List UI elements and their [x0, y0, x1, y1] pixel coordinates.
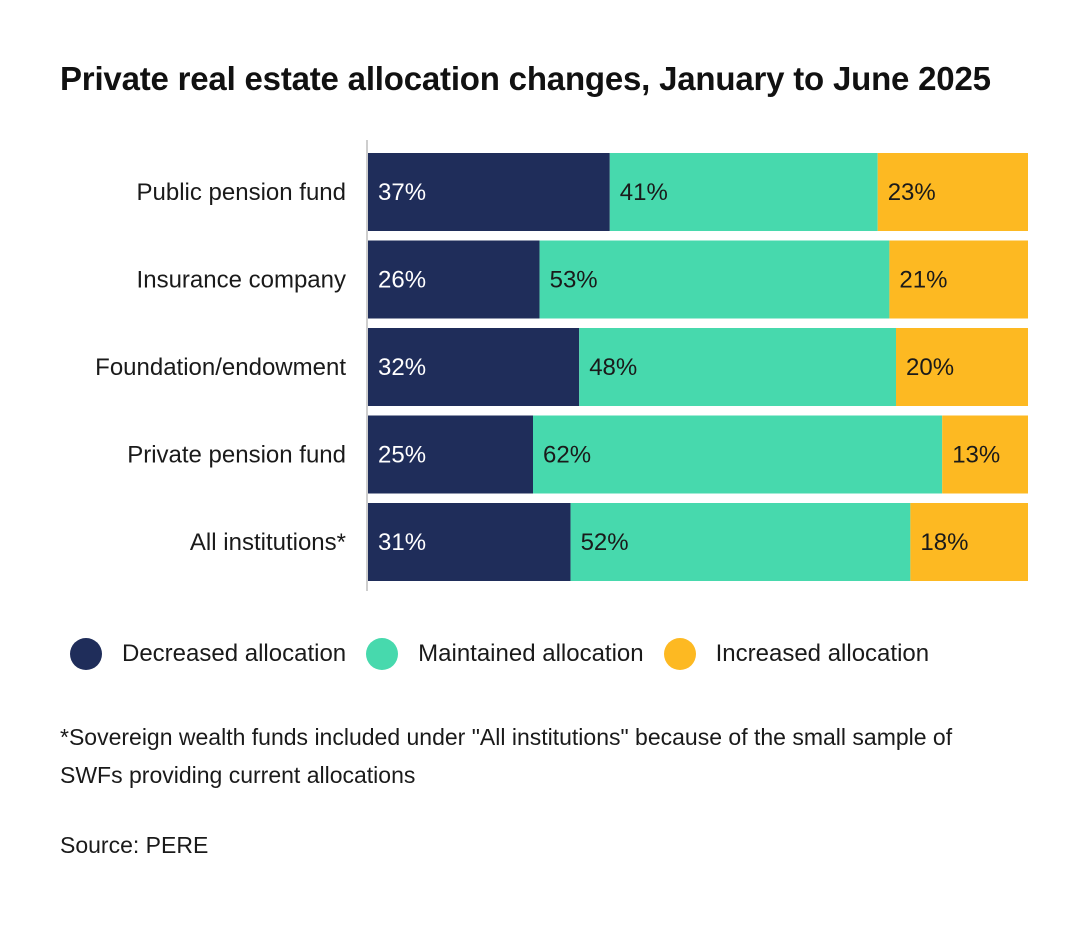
- legend-item-increased: Increased allocation: [663, 638, 930, 670]
- legend-label-decreased: Decreased allocation: [122, 640, 347, 667]
- bar-segment: [942, 415, 1028, 494]
- bar-segment: [533, 415, 943, 494]
- stacked-bar-chart: Public pension fund 37% 41% 23% Insurance co…: [95, 140, 1028, 591]
- category-label: Public pension fund: [137, 179, 346, 206]
- bar-segment: [368, 328, 580, 406]
- bar-segment: [368, 415, 533, 494]
- legend-label-maintained: Maintained allocation: [418, 640, 644, 667]
- bar-segment: [896, 328, 1028, 406]
- data-label: 21%: [899, 267, 947, 294]
- source-note: Source: PERE: [60, 832, 209, 858]
- data-label: 37%: [378, 179, 426, 206]
- legend-item-decreased: Decreased allocation: [70, 638, 346, 670]
- legend-swatch-decreased: [70, 638, 102, 670]
- data-label: 52%: [581, 529, 629, 556]
- bar-segment: [609, 153, 878, 231]
- bar-segment: [579, 328, 896, 406]
- legend-swatch-increased: [663, 638, 696, 670]
- bar-segment: [877, 153, 1028, 231]
- legend-label-increased: Increased allocation: [715, 640, 930, 667]
- legend-swatch-maintained: [366, 638, 399, 670]
- bar-segment: [570, 503, 911, 581]
- chart-legend: Decreased allocation Maintained allocati…: [70, 638, 949, 670]
- category-label: Foundation/endowment: [95, 354, 346, 381]
- legend-item-maintained: Maintained allocation: [366, 638, 644, 670]
- bar-segment: [368, 153, 610, 231]
- data-label: 25%: [378, 442, 426, 469]
- data-label: 31%: [378, 529, 426, 556]
- data-label: 32%: [378, 354, 426, 381]
- data-label: 13%: [952, 442, 1000, 469]
- data-label: 26%: [378, 267, 426, 294]
- category-label: Private pension fund: [127, 442, 346, 469]
- bar-segment: [368, 503, 571, 581]
- category-label: Insurance company: [137, 267, 346, 294]
- bar-segment: [889, 240, 1028, 319]
- bar-segment: [368, 240, 540, 319]
- bar-segment: [910, 503, 1028, 581]
- data-label: 53%: [550, 267, 598, 294]
- data-label: 41%: [620, 179, 668, 206]
- data-label: 48%: [589, 354, 637, 381]
- data-label: 62%: [543, 442, 591, 469]
- chart-title: Private real estate allocation changes, …: [60, 60, 991, 97]
- data-label: 23%: [888, 179, 936, 206]
- footnote: *Sovereign wealth funds included under "…: [60, 724, 953, 788]
- data-label: 18%: [920, 529, 968, 556]
- data-label: 20%: [906, 354, 954, 381]
- category-label: All institutions*: [190, 529, 346, 556]
- bar-segment: [539, 240, 890, 319]
